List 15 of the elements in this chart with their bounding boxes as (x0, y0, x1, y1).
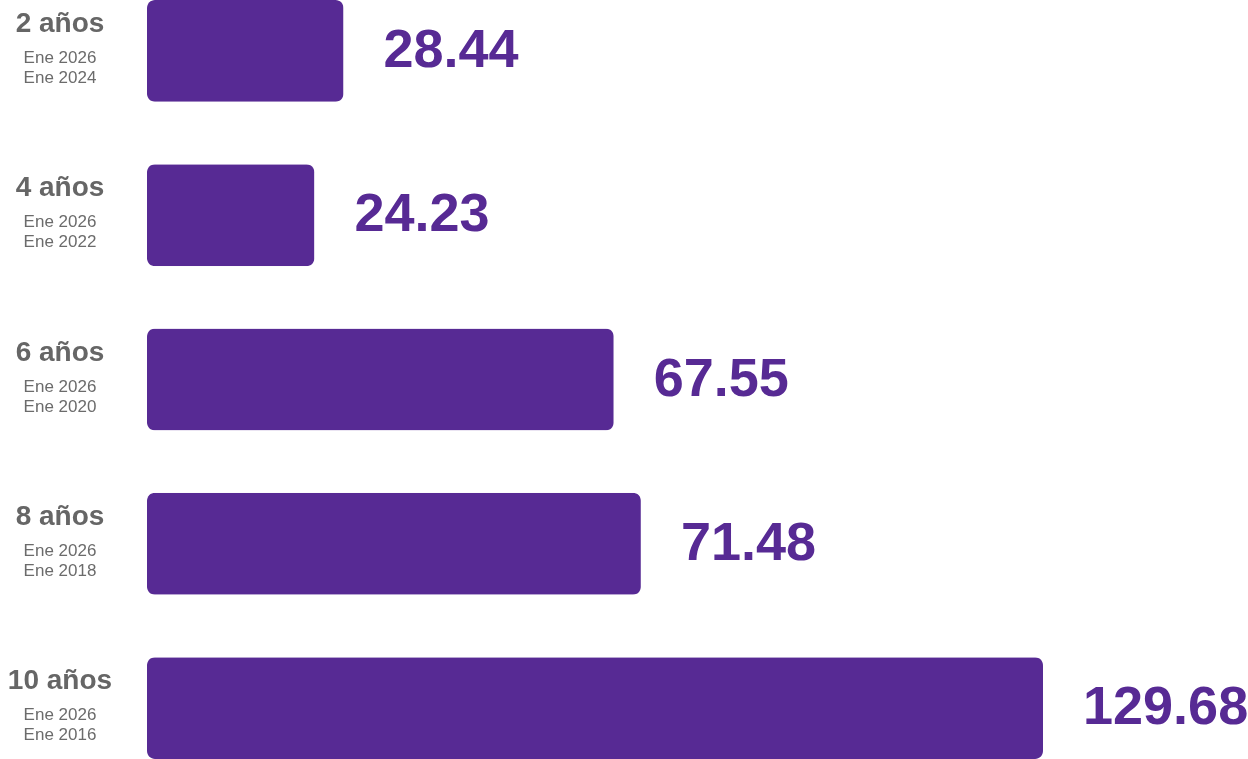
data-label: 28.44 (383, 17, 519, 78)
data-label: 67.55 (653, 346, 789, 407)
data-label: 24.23 (354, 182, 490, 243)
data-label: 71.48 (680, 510, 817, 571)
category-label: 2 años Ene 2026 Ene 2024 (15, 6, 105, 87)
bar (147, 657, 1043, 759)
bar (147, 328, 614, 431)
category-label: 6 años Ene 2026 Ene 2020 (15, 335, 105, 416)
bar (147, 164, 315, 267)
bar (147, 492, 641, 595)
category-label: 4 años Ene 2026 Ene 2022 (15, 171, 105, 252)
data-label: 129.68 (1083, 675, 1248, 736)
category-label: 10 años Ene 2026 Ene 2016 (7, 664, 113, 745)
category-label: 8 años Ene 2026 Ene 2018 (15, 499, 105, 580)
bar (147, 0, 344, 102)
